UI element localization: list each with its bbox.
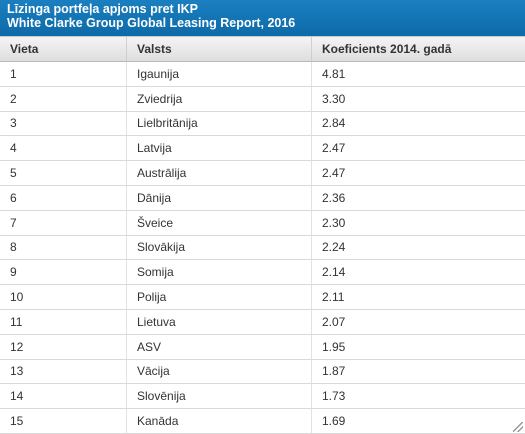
- cell-country: Lietuva: [127, 309, 312, 334]
- cell-coefficient: 2.47: [322, 166, 346, 181]
- cell-country: Slovēnija: [127, 384, 312, 409]
- cell-rank: 3: [0, 111, 127, 136]
- table-row[interactable]: 2 Zviedrija 3.30: [0, 86, 525, 112]
- cell-country: Austrālija: [127, 161, 312, 185]
- header-coefficient[interactable]: Koeficients 2014. gadā: [322, 42, 452, 56]
- cell-rank: 7: [0, 210, 127, 235]
- cell-country: ASV: [127, 334, 312, 359]
- table-row[interactable]: 11 Lietuva 2.07: [0, 309, 525, 335]
- cell-coefficient: 2.11: [322, 290, 345, 305]
- cell-country: Kanāda: [127, 409, 312, 433]
- table-row[interactable]: 1 Igaunija 4.81: [0, 62, 525, 87]
- table-row[interactable]: 9 Somija 2.14: [0, 260, 525, 286]
- cell-coefficient: 3.30: [322, 91, 346, 106]
- cell-coefficient: 1.69: [322, 414, 346, 429]
- cell-country: Zviedrija: [127, 86, 312, 111]
- cell-country: Igaunija: [127, 62, 312, 86]
- cell-coefficient: 2.30: [322, 215, 346, 230]
- cell-rank: 8: [0, 235, 127, 260]
- cell-coefficient: 2.47: [322, 141, 346, 156]
- cell-rank: 2: [0, 86, 127, 111]
- cell-rank: 15: [0, 409, 127, 433]
- header-rank[interactable]: Vieta: [0, 37, 127, 61]
- cell-coefficient: 2.36: [322, 190, 346, 205]
- table-row[interactable]: 12 ASV 1.95: [0, 334, 525, 360]
- cell-coefficient: 1.73: [322, 389, 346, 404]
- cell-country: Vācija: [127, 359, 312, 384]
- table-row[interactable]: 3 Lielbritānija 2.84: [0, 111, 525, 137]
- table-row[interactable]: 4 Latvija 2.47: [0, 136, 525, 162]
- cell-rank: 6: [0, 185, 127, 210]
- cell-coefficient: 2.07: [322, 314, 346, 329]
- cell-country: Lielbritānija: [127, 111, 312, 136]
- cell-rank: 13: [0, 359, 127, 384]
- cell-rank: 14: [0, 384, 127, 409]
- table-row[interactable]: 15 Kanāda 1.69: [0, 409, 525, 434]
- resize-grip-icon[interactable]: [513, 422, 523, 432]
- table-row[interactable]: 5 Austrālija 2.47: [0, 161, 525, 186]
- table-row[interactable]: 13 Vācija 1.87: [0, 359, 525, 385]
- cell-coefficient: 1.95: [322, 339, 346, 354]
- cell-rank: 5: [0, 161, 127, 185]
- cell-rank: 10: [0, 285, 127, 309]
- cell-coefficient: 2.14: [322, 265, 346, 280]
- cell-country: Slovākija: [127, 235, 312, 260]
- cell-rank: 11: [0, 309, 127, 334]
- cell-rank: 12: [0, 334, 127, 359]
- cell-country: Dānija: [127, 185, 312, 210]
- table-row[interactable]: 14 Slovēnija 1.73: [0, 384, 525, 410]
- cell-rank: 1: [0, 62, 127, 86]
- table-row[interactable]: 8 Slovākija 2.24: [0, 235, 525, 261]
- title-bar: Līzinga portfeļa apjoms pret IKP White C…: [0, 0, 525, 36]
- table-body: 1 Igaunija 4.81 2 Zviedrija 3.30 3 Lielbritānij…: [0, 62, 525, 434]
- table-row[interactable]: 7 Šveice 2.30: [0, 210, 525, 236]
- title-line-1: Līzinga portfeļa apjoms pret IKP: [7, 2, 198, 16]
- cell-rank: 4: [0, 136, 127, 161]
- cell-country: Somija: [127, 260, 312, 285]
- table-row[interactable]: 6 Dānija 2.36: [0, 185, 525, 211]
- table-row[interactable]: 10 Polija 2.11: [0, 285, 525, 310]
- cell-country: Latvija: [127, 136, 312, 161]
- cell-coefficient: 2.84: [322, 116, 346, 131]
- cell-country: Polija: [127, 285, 312, 309]
- cell-country: Šveice: [127, 210, 312, 235]
- title-line-2: White Clarke Group Global Leasing Report…: [7, 16, 296, 30]
- cell-coefficient: 2.24: [322, 240, 346, 255]
- cell-rank: 9: [0, 260, 127, 285]
- table-header: Vieta Valsts Koeficients 2014. gadā: [0, 36, 525, 62]
- cell-coefficient: 4.81: [322, 66, 346, 81]
- header-country[interactable]: Valsts: [127, 37, 312, 61]
- cell-coefficient: 1.87: [322, 364, 346, 379]
